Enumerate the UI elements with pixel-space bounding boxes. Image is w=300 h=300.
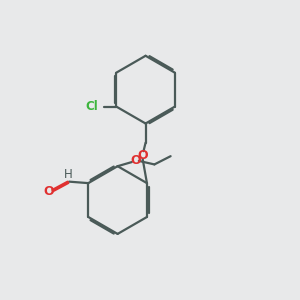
Text: O: O <box>130 154 141 167</box>
Text: H: H <box>64 168 73 181</box>
Text: O: O <box>137 148 148 161</box>
Text: Cl: Cl <box>86 100 99 113</box>
Text: O: O <box>43 185 54 198</box>
